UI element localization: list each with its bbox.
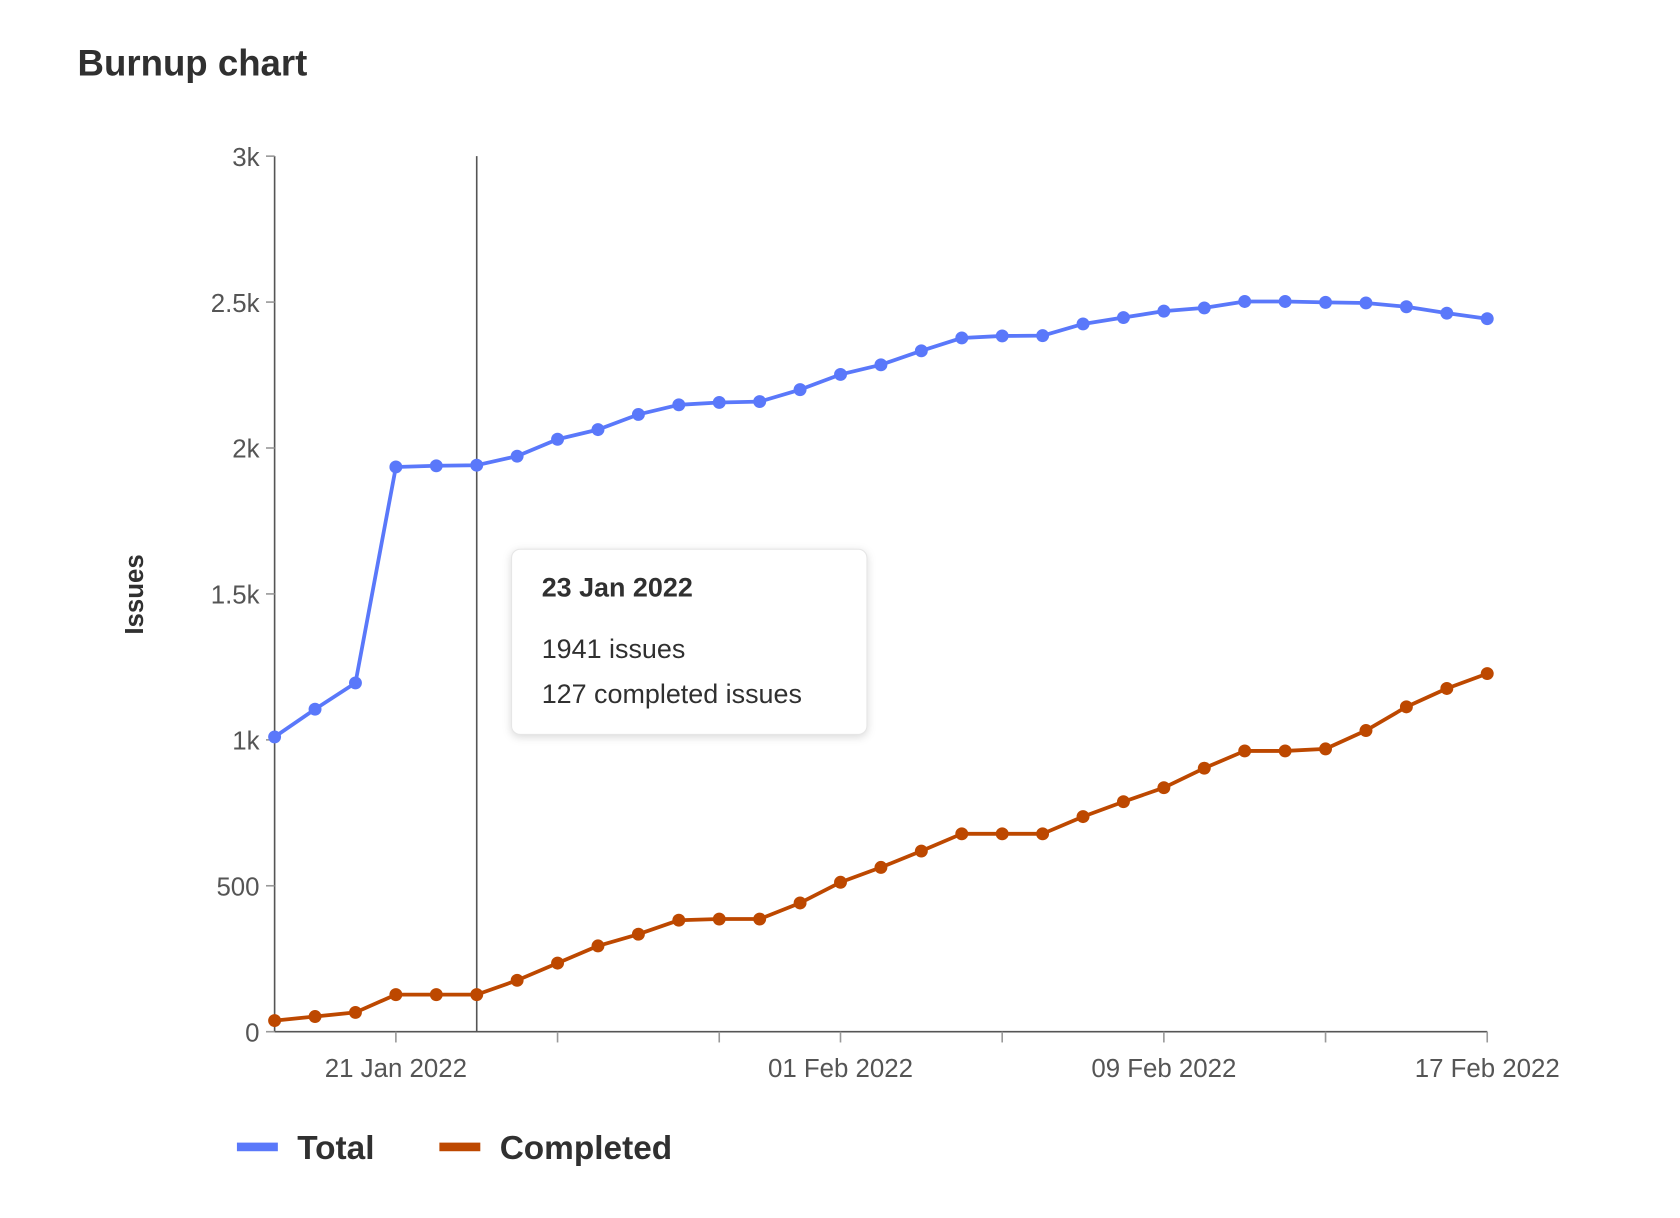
data-point bbox=[429, 988, 443, 1002]
y-tick-label: 2.5k bbox=[211, 290, 260, 318]
data-point bbox=[551, 956, 565, 970]
data-point bbox=[995, 827, 1009, 841]
y-tick-label: 0 bbox=[245, 1019, 259, 1047]
tooltip-completed: 127 completed issues bbox=[542, 679, 802, 709]
series-completed bbox=[268, 667, 1494, 1028]
legend-label-completed: Completed bbox=[500, 1130, 672, 1167]
y-tick-label: 2k bbox=[232, 436, 259, 464]
data-point bbox=[1319, 742, 1333, 756]
data-point bbox=[470, 458, 484, 472]
data-point bbox=[1480, 667, 1494, 681]
data-point bbox=[429, 459, 443, 473]
data-point bbox=[1036, 329, 1050, 343]
data-point bbox=[1319, 295, 1333, 309]
data-point bbox=[1359, 296, 1373, 310]
data-point bbox=[712, 912, 726, 926]
data-point bbox=[348, 1005, 362, 1019]
tooltip: 23 Jan 2022 1941 issues 127 completed is… bbox=[502, 548, 868, 735]
x-tick-label: 09 Feb 2022 bbox=[1091, 1055, 1236, 1083]
data-point bbox=[1399, 300, 1413, 314]
data-point bbox=[753, 395, 767, 409]
data-point bbox=[1440, 682, 1454, 695]
x-tick-label: 21 Jan 2022 bbox=[325, 1055, 467, 1083]
data-point bbox=[793, 896, 807, 910]
data-point bbox=[308, 702, 322, 716]
x-tick-label: 17 Feb 2022 bbox=[1415, 1055, 1560, 1083]
data-point bbox=[1076, 810, 1090, 824]
data-point bbox=[268, 730, 282, 744]
data-point bbox=[995, 329, 1009, 343]
data-point bbox=[1359, 724, 1373, 737]
data-point bbox=[348, 676, 362, 690]
data-point bbox=[793, 383, 807, 397]
data-point bbox=[1197, 301, 1211, 315]
data-point bbox=[955, 331, 969, 345]
data-point bbox=[510, 449, 524, 463]
data-point bbox=[631, 407, 645, 421]
data-point bbox=[1238, 295, 1252, 308]
data-point bbox=[308, 1010, 322, 1023]
data-point bbox=[268, 1014, 282, 1028]
data-point bbox=[1278, 295, 1292, 308]
data-point bbox=[631, 927, 645, 941]
data-point bbox=[1440, 306, 1454, 320]
legend-item-total[interactable]: Total bbox=[236, 1130, 375, 1167]
data-point bbox=[874, 358, 888, 372]
chart-title: Burnup chart bbox=[78, 42, 308, 83]
data-point bbox=[834, 367, 847, 381]
data-point bbox=[1197, 761, 1211, 775]
data-point bbox=[955, 827, 969, 841]
data-point bbox=[1036, 827, 1050, 841]
legend-swatch-total bbox=[236, 1142, 278, 1152]
legend-item-completed[interactable]: Completed bbox=[439, 1130, 672, 1167]
data-point bbox=[874, 860, 888, 874]
legend-swatch-completed bbox=[439, 1142, 481, 1152]
tooltip-date: 23 Jan 2022 bbox=[542, 573, 693, 603]
data-point bbox=[1116, 311, 1130, 325]
data-point bbox=[1157, 781, 1171, 795]
data-point bbox=[389, 460, 403, 474]
data-point bbox=[591, 423, 605, 437]
series-total bbox=[268, 295, 1494, 744]
data-point bbox=[914, 344, 928, 358]
x-tick-label: 01 Feb 2022 bbox=[768, 1055, 913, 1083]
data-point bbox=[712, 396, 726, 409]
series-line bbox=[274, 671, 1488, 1023]
data-point bbox=[510, 973, 524, 987]
data-point bbox=[470, 988, 484, 1002]
data-point bbox=[551, 432, 565, 446]
legend: Total Completed bbox=[236, 1130, 672, 1167]
data-point bbox=[1399, 700, 1413, 714]
data-point bbox=[834, 875, 847, 889]
data-point bbox=[1238, 744, 1252, 758]
y-axis-label: Issues bbox=[121, 554, 149, 634]
data-point bbox=[914, 844, 928, 858]
y-tick-label: 1.5k bbox=[211, 582, 260, 610]
data-point bbox=[672, 913, 686, 927]
data-point bbox=[1116, 795, 1130, 809]
data-point bbox=[389, 988, 403, 1002]
data-point bbox=[1157, 304, 1171, 318]
tooltip-total: 1941 issues bbox=[542, 634, 686, 664]
data-point bbox=[672, 398, 686, 412]
y-tick-label: 3k bbox=[232, 144, 259, 172]
y-tick-label: 1k bbox=[232, 728, 259, 756]
data-point bbox=[1480, 312, 1494, 326]
data-point bbox=[1076, 317, 1090, 331]
data-point bbox=[1278, 744, 1292, 758]
data-point bbox=[753, 912, 767, 926]
data-point bbox=[591, 939, 605, 953]
legend-label-total: Total bbox=[297, 1130, 374, 1167]
y-tick-label: 500 bbox=[216, 873, 259, 901]
